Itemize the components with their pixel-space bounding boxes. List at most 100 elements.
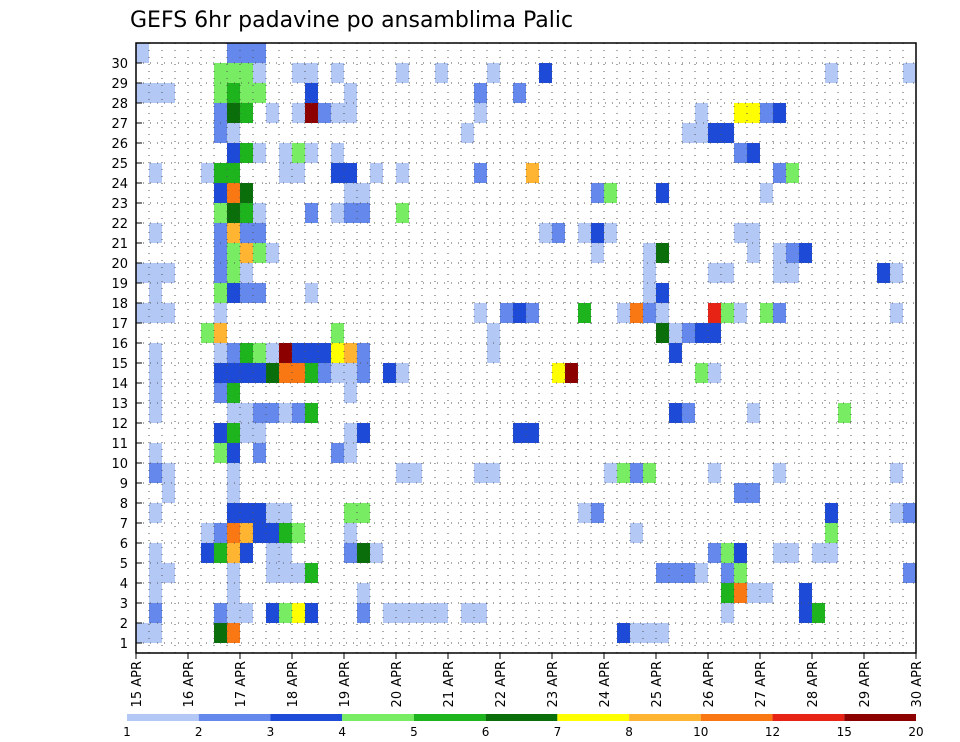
heatmap-cell bbox=[253, 343, 266, 363]
heatmap-cell bbox=[279, 163, 292, 183]
heatmap-cell bbox=[643, 463, 656, 483]
heatmap-cell bbox=[292, 343, 305, 363]
heatmap-cell bbox=[708, 363, 721, 383]
heatmap-cell bbox=[149, 543, 162, 563]
heatmap-cell bbox=[708, 463, 721, 483]
heatmap-cell bbox=[396, 203, 409, 223]
heatmap-cell bbox=[227, 543, 240, 563]
heatmap-cell bbox=[292, 403, 305, 423]
colorbar-label: 20 bbox=[908, 725, 923, 739]
heatmap-cell bbox=[266, 243, 279, 263]
colorbar-swatch bbox=[772, 714, 845, 721]
heatmap-cell bbox=[344, 163, 357, 183]
heatmap-cell bbox=[604, 463, 617, 483]
heatmap-cell bbox=[786, 163, 799, 183]
heatmap-cell bbox=[695, 323, 708, 343]
heatmap-cell bbox=[383, 603, 396, 623]
y-tick-label: 7 bbox=[120, 517, 128, 532]
heatmap-cell bbox=[253, 523, 266, 543]
heatmap-cell bbox=[591, 243, 604, 263]
heatmap-cell bbox=[500, 303, 513, 323]
heatmap-cell bbox=[253, 63, 266, 83]
colorbar-label: 15 bbox=[837, 725, 852, 739]
heatmap-cell bbox=[240, 543, 253, 563]
y-tick-label: 29 bbox=[111, 77, 128, 92]
heatmap-cell bbox=[201, 523, 214, 543]
heatmap-cell bbox=[578, 503, 591, 523]
heatmap-cell bbox=[292, 143, 305, 163]
heatmap-cell bbox=[318, 363, 331, 383]
heatmap-cell bbox=[149, 563, 162, 583]
heatmap-cell bbox=[240, 403, 253, 423]
heatmap-cell bbox=[227, 423, 240, 443]
heatmap-cell bbox=[344, 83, 357, 103]
heatmap-cell bbox=[435, 63, 448, 83]
y-axis: 1234567891011121314151617181920212223242… bbox=[111, 57, 142, 652]
heatmap-cell bbox=[305, 603, 318, 623]
heatmap-cell bbox=[747, 223, 760, 243]
heatmap-cell bbox=[890, 463, 903, 483]
heatmap-cell bbox=[877, 263, 890, 283]
heatmap-cell bbox=[708, 263, 721, 283]
heatmap-cell bbox=[656, 183, 669, 203]
heatmap-cell bbox=[825, 543, 838, 563]
heatmap-cell bbox=[682, 323, 695, 343]
heatmap-cell bbox=[149, 443, 162, 463]
heatmap-cell bbox=[409, 603, 422, 623]
heatmap-cell bbox=[617, 303, 630, 323]
heatmap-cell bbox=[305, 283, 318, 303]
heatmap-cell bbox=[331, 63, 344, 83]
x-tick-label: 24 APR bbox=[598, 661, 613, 707]
x-tick-label: 15 APR bbox=[130, 661, 145, 707]
heatmap-cell bbox=[149, 263, 162, 283]
heatmap-cell bbox=[669, 563, 682, 583]
heatmap-cell bbox=[266, 103, 279, 123]
heatmap-cell bbox=[214, 263, 227, 283]
heatmap-cell bbox=[669, 323, 682, 343]
heatmap-cell bbox=[201, 543, 214, 563]
heatmap-cell bbox=[266, 563, 279, 583]
heatmap-cell bbox=[149, 463, 162, 483]
heatmap-cell bbox=[240, 43, 253, 63]
heatmap-cell bbox=[331, 163, 344, 183]
heatmap-cell bbox=[227, 243, 240, 263]
heatmap-cell bbox=[227, 563, 240, 583]
heatmap-cell bbox=[162, 303, 175, 323]
heatmap-cell bbox=[682, 403, 695, 423]
heatmap-cell bbox=[747, 143, 760, 163]
heatmap-cell bbox=[526, 163, 539, 183]
heatmap-cell bbox=[253, 243, 266, 263]
colorbar-swatch bbox=[270, 714, 343, 721]
heatmap-cell bbox=[240, 243, 253, 263]
heatmap-cell bbox=[227, 203, 240, 223]
plot-frame bbox=[135, 42, 917, 654]
heatmap-cell bbox=[279, 543, 292, 563]
heatmap-cell bbox=[227, 283, 240, 303]
y-tick-label: 22 bbox=[111, 217, 128, 232]
heatmap-cell bbox=[305, 63, 318, 83]
heatmap-cell bbox=[903, 563, 916, 583]
heatmap-cell bbox=[734, 543, 747, 563]
heatmap-cell bbox=[786, 263, 799, 283]
heatmap-cell bbox=[669, 403, 682, 423]
x-tick-label: 17 APR bbox=[234, 661, 249, 707]
heatmap-cell bbox=[214, 383, 227, 403]
heatmap-cell bbox=[279, 563, 292, 583]
heatmap-cell bbox=[240, 363, 253, 383]
heatmap-cell bbox=[136, 83, 149, 103]
heatmap-cell bbox=[513, 423, 526, 443]
heatmap-cell bbox=[227, 583, 240, 603]
heatmap-cell bbox=[162, 463, 175, 483]
heatmap-cell bbox=[669, 343, 682, 363]
heatmap-cell bbox=[136, 263, 149, 283]
heatmap-cell bbox=[643, 283, 656, 303]
heatmap-cell bbox=[214, 123, 227, 143]
heatmap-cell bbox=[253, 363, 266, 383]
heatmap-cell bbox=[149, 623, 162, 643]
heatmap-cell bbox=[253, 203, 266, 223]
heatmap-cell bbox=[708, 123, 721, 143]
heatmap-cell bbox=[331, 323, 344, 343]
heatmap-cell bbox=[604, 183, 617, 203]
heatmap-cell bbox=[474, 463, 487, 483]
heatmap-cell bbox=[630, 523, 643, 543]
